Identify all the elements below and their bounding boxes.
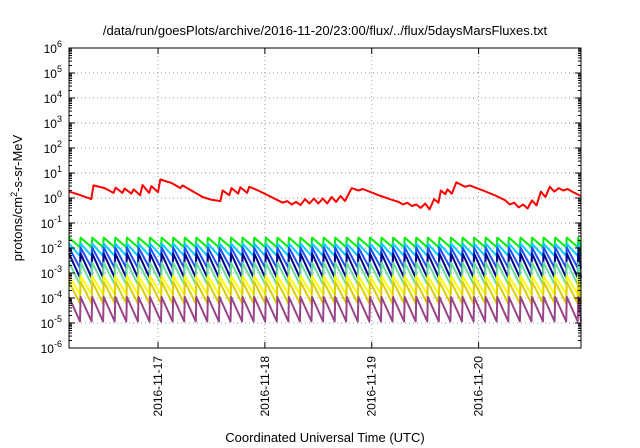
series-line-3 (68, 242, 582, 257)
y-tick-exponent: 4 (57, 89, 62, 99)
y-tick-label: 102 (44, 139, 62, 156)
y-tick-label: 101 (44, 164, 62, 181)
y-axis-title: protons/cm2-s-sr-MeV (9, 134, 25, 261)
series-line-1 (68, 178, 582, 211)
y-tick-base: 10 (41, 242, 55, 256)
y-tick-base: 10 (41, 217, 55, 231)
series-line-2 (68, 236, 582, 249)
y-tick-exponent: -1 (54, 214, 62, 224)
y-tick-exponent: -4 (54, 289, 62, 299)
axis-ticks (69, 47, 581, 349)
x-tick-label: 2016-11-18 (258, 356, 272, 417)
y-tick-labels: 10-610-510-410-310-210-11001011021031041… (41, 39, 62, 356)
y-tick-label: 10-5 (41, 314, 62, 331)
y-tick-label: 103 (44, 114, 62, 131)
series-line-4 (68, 246, 582, 269)
y-tick-label: 106 (44, 39, 62, 56)
y-tick-label: 10-3 (41, 264, 62, 281)
y-tick-base: 10 (44, 92, 58, 106)
y-tick-exponent: 0 (57, 189, 62, 199)
y-tick-label: 105 (44, 64, 62, 81)
series-line-9 (68, 296, 582, 323)
grid (69, 48, 581, 348)
y-tick-exponent: 5 (57, 64, 62, 74)
y-tick-base: 10 (44, 192, 58, 206)
series-line-7 (68, 275, 582, 296)
y-axis-title-sup: 2 (9, 192, 19, 197)
x-tick-label: 2016-11-19 (365, 356, 379, 417)
y-tick-base: 10 (41, 292, 55, 306)
y-tick-exponent: 6 (57, 39, 62, 49)
x-tick-label: 2016-11-20 (472, 356, 486, 417)
y-tick-exponent: -2 (54, 239, 62, 249)
series-line-6 (68, 261, 582, 286)
y-tick-exponent: -6 (54, 339, 62, 349)
y-tick-base: 10 (44, 117, 58, 131)
y-tick-label: 10-4 (41, 289, 62, 306)
x-tick-label: 2016-11-17 (151, 356, 165, 417)
y-tick-label: 10-2 (41, 239, 62, 256)
series-layer (68, 178, 582, 323)
y-tick-exponent: 3 (57, 114, 62, 124)
y-axis-title-rest: -s-sr-MeV (10, 134, 25, 191)
y-tick-base: 10 (41, 342, 55, 356)
y-tick-base: 10 (41, 267, 55, 281)
y-tick-exponent: -3 (54, 264, 62, 274)
y-tick-base: 10 (44, 167, 58, 181)
chart-title: /data/run/goesPlots/archive/2016-11-20/2… (103, 23, 548, 38)
series-line-5 (68, 252, 582, 279)
y-tick-label: 10-1 (41, 214, 62, 231)
y-tick-base: 10 (44, 142, 58, 156)
y-tick-label: 100 (44, 189, 62, 206)
y-tick-label: 104 (44, 89, 62, 106)
y-tick-label: 10-6 (41, 339, 62, 356)
y-tick-base: 10 (44, 67, 58, 81)
y-tick-base: 10 (41, 317, 55, 331)
series-line-8 (68, 280, 582, 305)
y-tick-exponent: -5 (54, 314, 62, 324)
x-axis-title: Coordinated Universal Time (UTC) (225, 430, 424, 445)
y-tick-exponent: 1 (57, 164, 62, 174)
y-axis-title-main: protons/cm (10, 197, 25, 261)
y-tick-base: 10 (44, 42, 58, 56)
y-tick-exponent: 2 (57, 139, 62, 149)
x-tick-labels: 2016-11-17 2016-11-18 2016-11-19 2016-11-20 (151, 356, 486, 417)
